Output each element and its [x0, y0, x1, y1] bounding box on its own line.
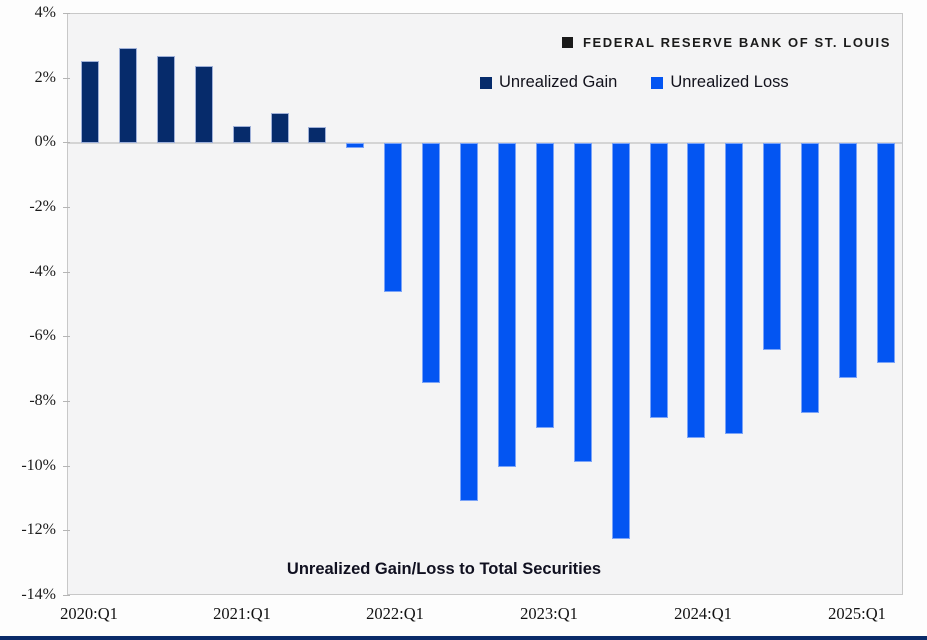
bar-2024:Q1	[687, 143, 706, 438]
y-tick-label--10%: -10%	[21, 456, 56, 474]
bar-2020:Q3	[156, 56, 175, 144]
y-tick-mark	[63, 401, 70, 402]
x-tick-label-2024:Q1: 2024:Q1	[674, 604, 732, 623]
bar-2021:Q3	[308, 127, 327, 144]
bar-2024:Q4	[801, 143, 820, 414]
zero-axis-line	[68, 142, 902, 145]
bar-2023:Q4	[649, 143, 668, 419]
y-tick-mark	[63, 13, 70, 14]
x-tick-label-2020:Q1: 2020:Q1	[60, 604, 118, 623]
y-tick-label--8%: -8%	[29, 392, 56, 409]
bar-2020:Q1	[81, 60, 99, 144]
brand-square-icon	[562, 37, 573, 48]
chart-title: Unrealized Gain/Loss to Total Securities	[286, 560, 602, 578]
y-tick-label--6%: -6%	[29, 327, 56, 345]
y-tick-mark	[63, 465, 70, 467]
bar-2020:Q4	[194, 65, 213, 144]
y-tick-mark	[63, 271, 70, 273]
footer-accent-strip	[0, 636, 927, 640]
bar-2023:Q3	[611, 143, 630, 540]
x-tick-label-2022:Q1: 2022:Q1	[366, 604, 424, 623]
y-tick-label--14%: -14%	[21, 586, 56, 603]
bar-2021:Q4	[346, 143, 365, 149]
legend-item-unrealized-gain: Unrealized Gain	[480, 73, 617, 92]
bar-2020:Q2	[118, 47, 137, 144]
y-tick-mark	[63, 77, 70, 79]
legend-item-unrealized-loss: Unrealized Loss	[651, 73, 789, 92]
bar-2024:Q3	[763, 143, 782, 351]
gain-swatch-icon	[480, 76, 492, 89]
y-tick-mark	[63, 595, 70, 596]
x-tick-label-2021:Q1: 2021:Q1	[213, 604, 271, 623]
x-tick-label-2025:Q1: 2025:Q1	[828, 604, 886, 623]
y-tick-label--12%: -12%	[21, 521, 56, 539]
bar-2023:Q1	[535, 143, 554, 428]
y-tick-mark	[63, 142, 70, 144]
y-tick-mark	[63, 207, 70, 208]
brand-text: FEDERAL RESERVE BANK OF ST. LOUIS	[583, 35, 892, 50]
brand-attribution: FEDERAL RESERVE BANK OF ST. LOUIS	[562, 35, 891, 50]
bar-2023:Q2	[573, 143, 592, 462]
y-tick-label--4%: -4%	[29, 262, 56, 280]
x-tick-label-2023:Q1: 2023:Q1	[520, 604, 578, 623]
loss-swatch-icon	[651, 76, 664, 89]
bar-2022:Q1	[384, 143, 403, 293]
bar-2022:Q2	[422, 143, 441, 383]
plot-area	[67, 13, 903, 595]
y-tick-label-2%: 2%	[34, 68, 56, 86]
y-tick-label--2%: -2%	[29, 198, 56, 215]
bar-2022:Q3	[460, 143, 478, 501]
legend-label-gain: Unrealized Gain	[499, 73, 618, 91]
bar-2024:Q2	[725, 143, 744, 435]
y-tick-label-4%: 4%	[34, 4, 56, 21]
y-tick-mark	[63, 336, 70, 338]
bar-2021:Q1	[232, 125, 251, 144]
y-tick-mark	[63, 530, 70, 532]
legend-label-loss: Unrealized Loss	[670, 73, 789, 91]
bar-2022:Q4	[497, 143, 516, 467]
chart-legend: Unrealized Gain Unrealized Loss	[480, 73, 823, 92]
bar-2021:Q2	[270, 112, 289, 144]
bar-2025:Q2	[876, 143, 895, 364]
y-tick-label-0%: 0%	[34, 133, 56, 151]
bar-2025:Q1	[839, 143, 857, 378]
